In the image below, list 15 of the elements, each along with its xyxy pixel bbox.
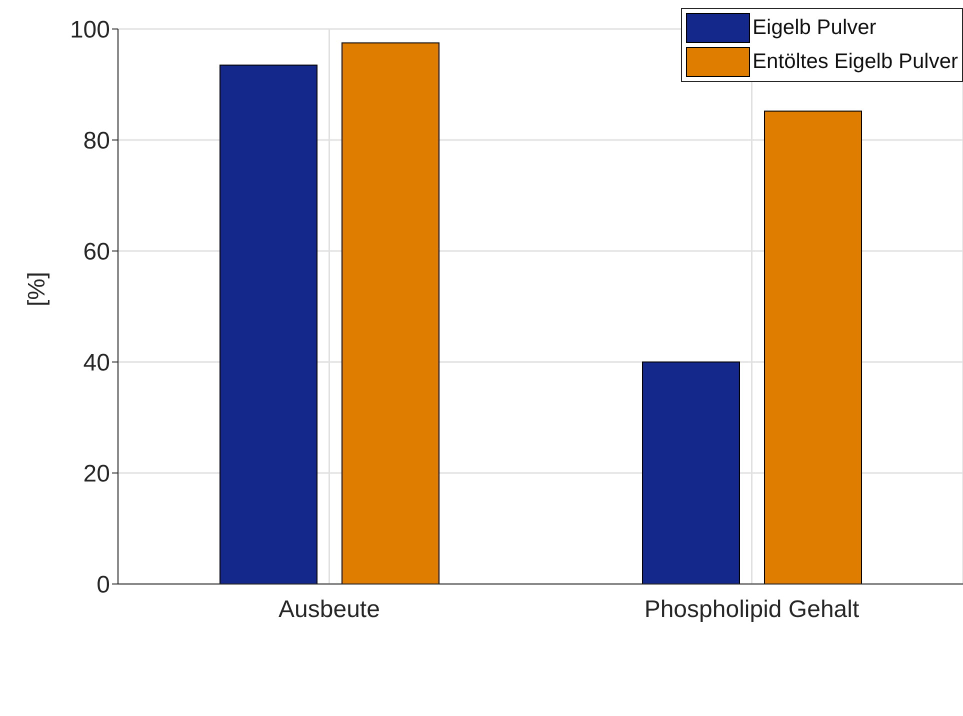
y-tick-label: 100 [70,16,110,44]
bar [764,110,862,584]
y-tick-label: 20 [83,460,110,488]
legend-label: Entöltes Eigelb Pulver [752,50,958,74]
y-tick-label: 80 [83,128,110,155]
y-tick-label: 0 [96,572,110,599]
y-tick-label: 60 [83,238,110,266]
bar [342,42,440,584]
x-tick-label: Ausbeute [278,596,380,624]
y-axis-title: [%] [24,272,51,306]
x-tick-label: Phospholipid Gehalt [644,596,860,624]
bar [642,362,740,584]
y-tick-label: 40 [83,350,110,377]
legend-label: Eigelb Pulver [752,16,876,40]
bar [220,64,318,584]
